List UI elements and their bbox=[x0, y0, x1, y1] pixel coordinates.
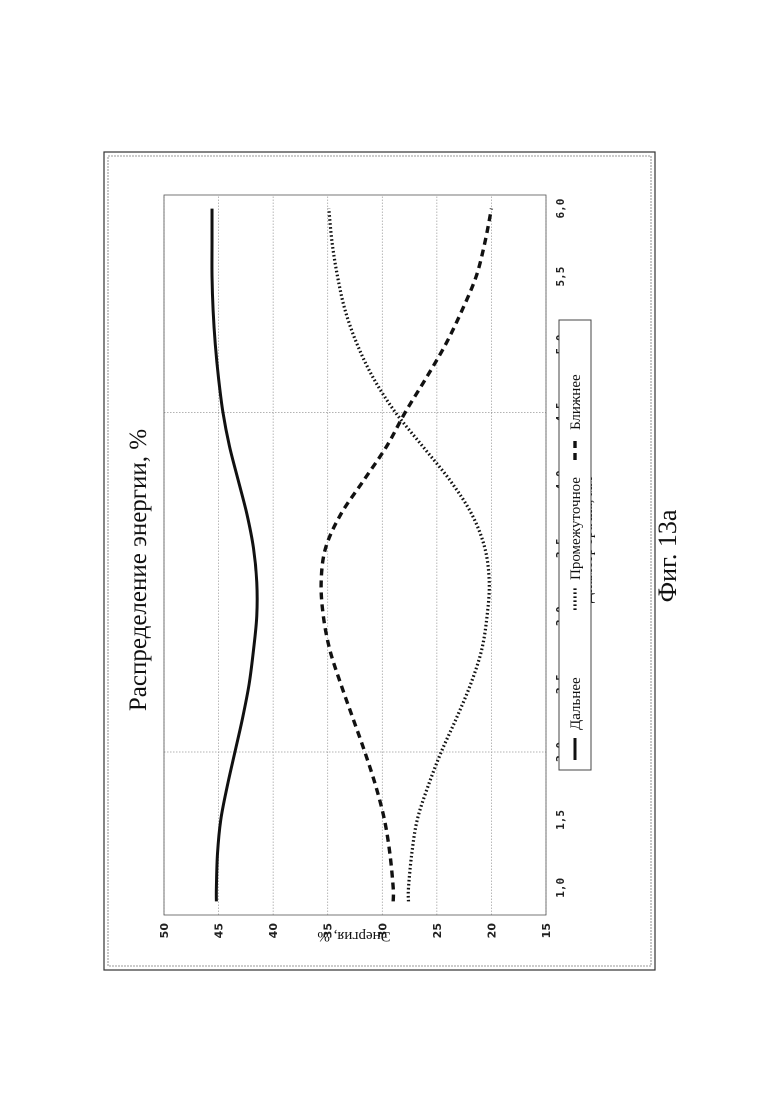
grid bbox=[164, 195, 546, 915]
rotated-chart: 15202530354045501,01,52,02,53,03,54,04,5… bbox=[125, 195, 596, 944]
series-line-3 bbox=[321, 209, 491, 902]
plot-border bbox=[164, 195, 546, 915]
x-tick-label: 1,0 bbox=[554, 878, 567, 898]
y-tick-label: 40 bbox=[267, 923, 280, 939]
series-layer bbox=[212, 209, 491, 902]
legend-label-2: Промежуточное bbox=[568, 477, 584, 580]
y-tick-label: 25 bbox=[431, 923, 444, 938]
legend-label-1: Дальнее bbox=[568, 677, 584, 730]
y-tick-label: 20 bbox=[485, 923, 498, 939]
x-tick-label: 6,0 bbox=[554, 199, 567, 219]
legend: Дальнее Промежуточное Ближнее bbox=[559, 320, 591, 770]
legend-label-3: Ближнее bbox=[568, 374, 584, 430]
y-tick-label: 15 bbox=[540, 923, 553, 938]
y-axis-label: Энергия, % bbox=[317, 928, 390, 944]
series-line-2 bbox=[329, 209, 490, 902]
y-tick-label: 50 bbox=[158, 923, 171, 939]
x-tick-label: 5,5 bbox=[554, 267, 567, 287]
y-tick-label: 45 bbox=[213, 923, 226, 938]
figure-caption: Фиг. 13а bbox=[653, 510, 683, 603]
chart-title: Распределение энергии, % bbox=[125, 429, 152, 711]
x-tick-label: 1,5 bbox=[554, 810, 567, 830]
